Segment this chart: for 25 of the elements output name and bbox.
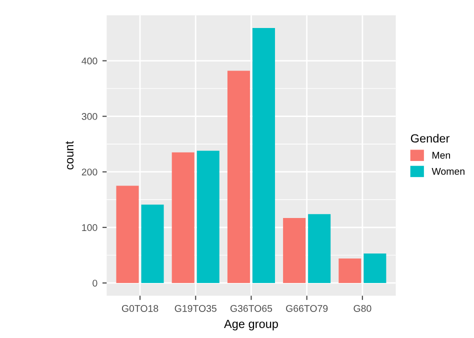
bar — [252, 28, 275, 283]
y-tick-label: 0 — [92, 280, 98, 287]
x-tick-label: G19TO35 — [174, 305, 216, 312]
legend-title: Gender — [410, 134, 450, 143]
y-axis-title: count — [66, 141, 74, 170]
bar — [116, 186, 139, 283]
x-tick-label: G66TO79 — [286, 305, 328, 312]
bar — [364, 254, 386, 283]
x-tick-label: G0TO18 — [122, 305, 158, 312]
y-tick-label: 200 — [82, 168, 98, 176]
bar — [283, 218, 306, 283]
bar — [141, 204, 164, 283]
x-tick-label: G80 — [354, 305, 372, 312]
x-axis-title: Age group — [224, 320, 278, 330]
bar — [308, 214, 331, 283]
bar — [227, 70, 250, 283]
bar — [338, 258, 362, 283]
legend-label: Men — [432, 152, 450, 159]
bar — [172, 152, 194, 283]
bar — [196, 150, 220, 283]
legend-label: Women — [432, 168, 464, 175]
x-tick-label: G36TO65 — [230, 305, 272, 312]
y-tick-label: 100 — [82, 224, 98, 232]
y-tick-label: 300 — [82, 113, 98, 120]
y-tick-label: 400 — [82, 57, 98, 64]
